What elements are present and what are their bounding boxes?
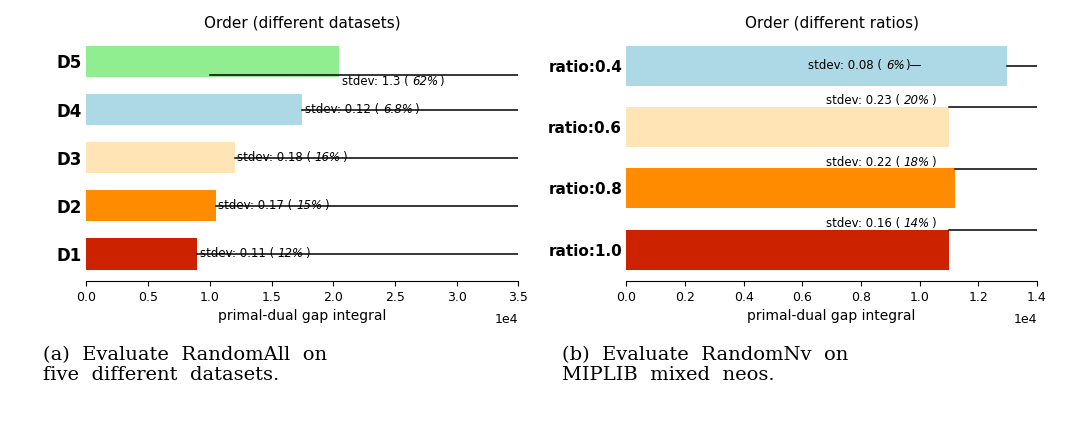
Text: )—: )— <box>905 59 921 72</box>
Bar <box>86 142 234 173</box>
Text: stdev: 0.18 (: stdev: 0.18 ( <box>237 151 311 164</box>
Bar <box>626 46 1008 86</box>
Title: Order (different ratios): Order (different ratios) <box>744 16 919 31</box>
Text: stdev: 0.11 (: stdev: 0.11 ( <box>200 248 274 260</box>
Text: 1e4: 1e4 <box>495 313 518 326</box>
Bar <box>86 190 216 222</box>
Text: ): ) <box>931 217 935 230</box>
Text: stdev: 0.17 (: stdev: 0.17 ( <box>218 199 293 212</box>
Text: stdev: 1.3 (: stdev: 1.3 ( <box>342 75 408 88</box>
Bar <box>86 46 339 77</box>
Text: 16%: 16% <box>314 151 341 164</box>
Text: ): ) <box>342 151 347 164</box>
Text: 1e4: 1e4 <box>1013 313 1037 326</box>
Text: ): ) <box>931 156 935 169</box>
Text: (a)  Evaluate  RandomAll  on
five  different  datasets.: (a) Evaluate RandomAll on five different… <box>43 346 327 384</box>
Text: ): ) <box>931 94 935 108</box>
Text: (b)  Evaluate  RandomNv  on
MIPLIB  mixed  neos.: (b) Evaluate RandomNv on MIPLIB mixed ne… <box>562 346 848 384</box>
Text: 18%: 18% <box>904 156 930 169</box>
Text: stdev: 0.23 (: stdev: 0.23 ( <box>826 94 900 108</box>
Title: Order (different datasets): Order (different datasets) <box>204 16 401 31</box>
Text: ): ) <box>415 103 419 116</box>
Bar <box>626 107 949 147</box>
Text: 12%: 12% <box>278 248 305 260</box>
Bar <box>626 168 955 208</box>
Text: 14%: 14% <box>904 217 930 230</box>
X-axis label: primal-dual gap integral: primal-dual gap integral <box>747 309 916 323</box>
Bar <box>86 238 198 270</box>
Text: 62%: 62% <box>411 75 438 88</box>
X-axis label: primal-dual gap integral: primal-dual gap integral <box>218 309 387 323</box>
Bar <box>86 94 302 125</box>
Bar <box>626 230 949 270</box>
Text: stdev: 0.22 (: stdev: 0.22 ( <box>826 156 900 169</box>
Text: 15%: 15% <box>296 199 323 212</box>
Text: stdev: 0.12 (: stdev: 0.12 ( <box>305 103 379 116</box>
Text: ): ) <box>306 248 310 260</box>
Text: 20%: 20% <box>904 94 930 108</box>
Text: 6%: 6% <box>886 59 904 72</box>
Text: ): ) <box>324 199 328 212</box>
Text: 6.8%: 6.8% <box>382 103 413 116</box>
Text: stdev: 0.16 (: stdev: 0.16 ( <box>826 217 900 230</box>
Text: ): ) <box>440 75 444 88</box>
Text: stdev: 0.08 (: stdev: 0.08 ( <box>808 59 882 72</box>
